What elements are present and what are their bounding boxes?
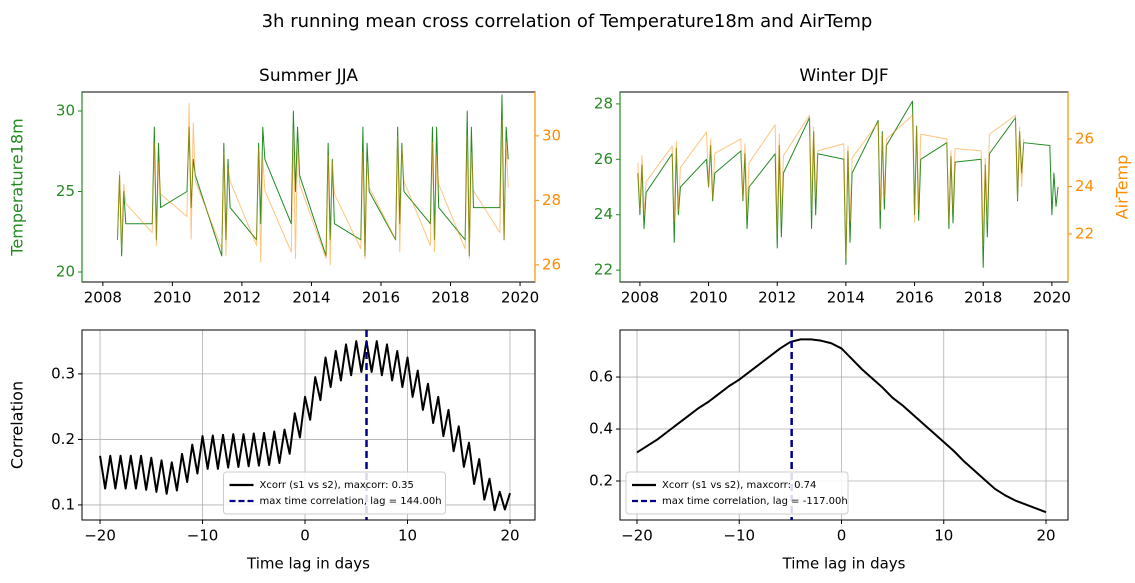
x-axis-label: Time lag in days xyxy=(782,555,906,573)
x-tick-label: 2018 xyxy=(964,289,1002,307)
data-line xyxy=(637,114,1025,259)
y-tick-label: 0.4 xyxy=(589,420,613,438)
y-tick-label: 30 xyxy=(56,102,75,120)
x-tick-label: −10 xyxy=(187,527,219,545)
y-tick-label: 25 xyxy=(56,182,75,200)
x-tick-label: 20 xyxy=(1036,527,1055,545)
x-tick-label: 2020 xyxy=(501,289,539,307)
x-tick-label: 2008 xyxy=(621,289,659,307)
x-tick-label: 0 xyxy=(300,527,310,545)
data-line xyxy=(637,100,1059,268)
subplot: 2008 2010 2012 2014 2016 2018 2020 22 24 26 28 22 24… xyxy=(594,66,1132,307)
subplot-title: Summer JJA xyxy=(259,66,358,86)
x-tick-label: 0 xyxy=(837,527,847,545)
x-tick-label: 2014 xyxy=(827,289,865,307)
x-tick-label: 2010 xyxy=(689,289,727,307)
x-tick-label: 20 xyxy=(500,527,519,545)
x-tick-label: 2020 xyxy=(1033,289,1071,307)
data-line xyxy=(116,94,509,257)
legend-box xyxy=(223,471,446,515)
y-tick-label: 20 xyxy=(56,263,75,281)
y-tick-label: 0.2 xyxy=(51,430,75,448)
x-tick-label: 2018 xyxy=(431,289,469,307)
x-tick-label: 2012 xyxy=(223,289,261,307)
subplot: −20 −10 0 10 20 0.1 0.2 0.3 Time lag in days Corr… xyxy=(8,329,536,573)
data-line xyxy=(99,340,511,512)
x-tick-label: 2016 xyxy=(895,289,933,307)
y2-tick-label: 24 xyxy=(1075,177,1094,195)
y2-tick-label: 30 xyxy=(542,126,561,144)
y-tick-label: 26 xyxy=(594,150,613,168)
x-tick-label: −20 xyxy=(84,527,116,545)
x-tick-label: 10 xyxy=(398,527,417,545)
y2-tick-label: 28 xyxy=(542,191,561,209)
x-tick-label: 2016 xyxy=(362,289,400,307)
plot-frame xyxy=(81,329,536,521)
legend-label: max time correlation, lag = -117.00h xyxy=(662,496,848,507)
x-axis-label: Time lag in days xyxy=(246,555,370,573)
data-line xyxy=(636,338,1047,514)
plot-frame xyxy=(619,329,1069,521)
y2-tick-label: 26 xyxy=(542,255,561,273)
y2-tick-label: 22 xyxy=(1075,225,1094,243)
y-axis-label: Temperature18m xyxy=(8,118,27,256)
legend-label: max time correlation, lag = 144.00h xyxy=(260,496,442,507)
x-tick-label: 2010 xyxy=(153,289,191,307)
x-tick-label: −10 xyxy=(723,527,755,545)
subplot-title: Winter DJF xyxy=(799,66,888,86)
legend-label: Xcorr (s1 vs s2), maxcorr: 0.74 xyxy=(662,480,816,491)
data-line xyxy=(116,103,509,266)
y-tick-label: 0.1 xyxy=(51,495,75,513)
y-tick-label: 24 xyxy=(594,205,613,223)
legend-label: Xcorr (s1 vs s2), maxcorr: 0.35 xyxy=(260,480,414,491)
suptitle: 3h running mean cross correlation of Tem… xyxy=(262,11,873,32)
y-tick-label: 0.2 xyxy=(589,472,613,490)
y2-tick-label: 26 xyxy=(1075,130,1094,148)
y2-axis-label: AirTemp xyxy=(1113,155,1132,220)
subplot: 2008 2010 2012 2014 2016 2018 2020202530262830… xyxy=(8,66,562,307)
y-tick-label: 0.3 xyxy=(51,364,75,382)
y-tick-label: 0.6 xyxy=(589,368,613,386)
x-tick-label: 10 xyxy=(934,527,953,545)
legend-box xyxy=(625,471,849,515)
subplot: −20 −10 0 10 20 0.2 0.4 0.6 Time lag in days Xcor… xyxy=(589,329,1069,573)
x-tick-label: 2012 xyxy=(758,289,796,307)
y-axis-label: Correlation xyxy=(8,381,27,469)
x-tick-label: 2014 xyxy=(292,289,330,307)
y-tick-label: 22 xyxy=(594,261,613,279)
y-tick-label: 28 xyxy=(594,94,613,112)
x-tick-label: 2008 xyxy=(84,289,122,307)
x-tick-label: −20 xyxy=(621,527,653,545)
